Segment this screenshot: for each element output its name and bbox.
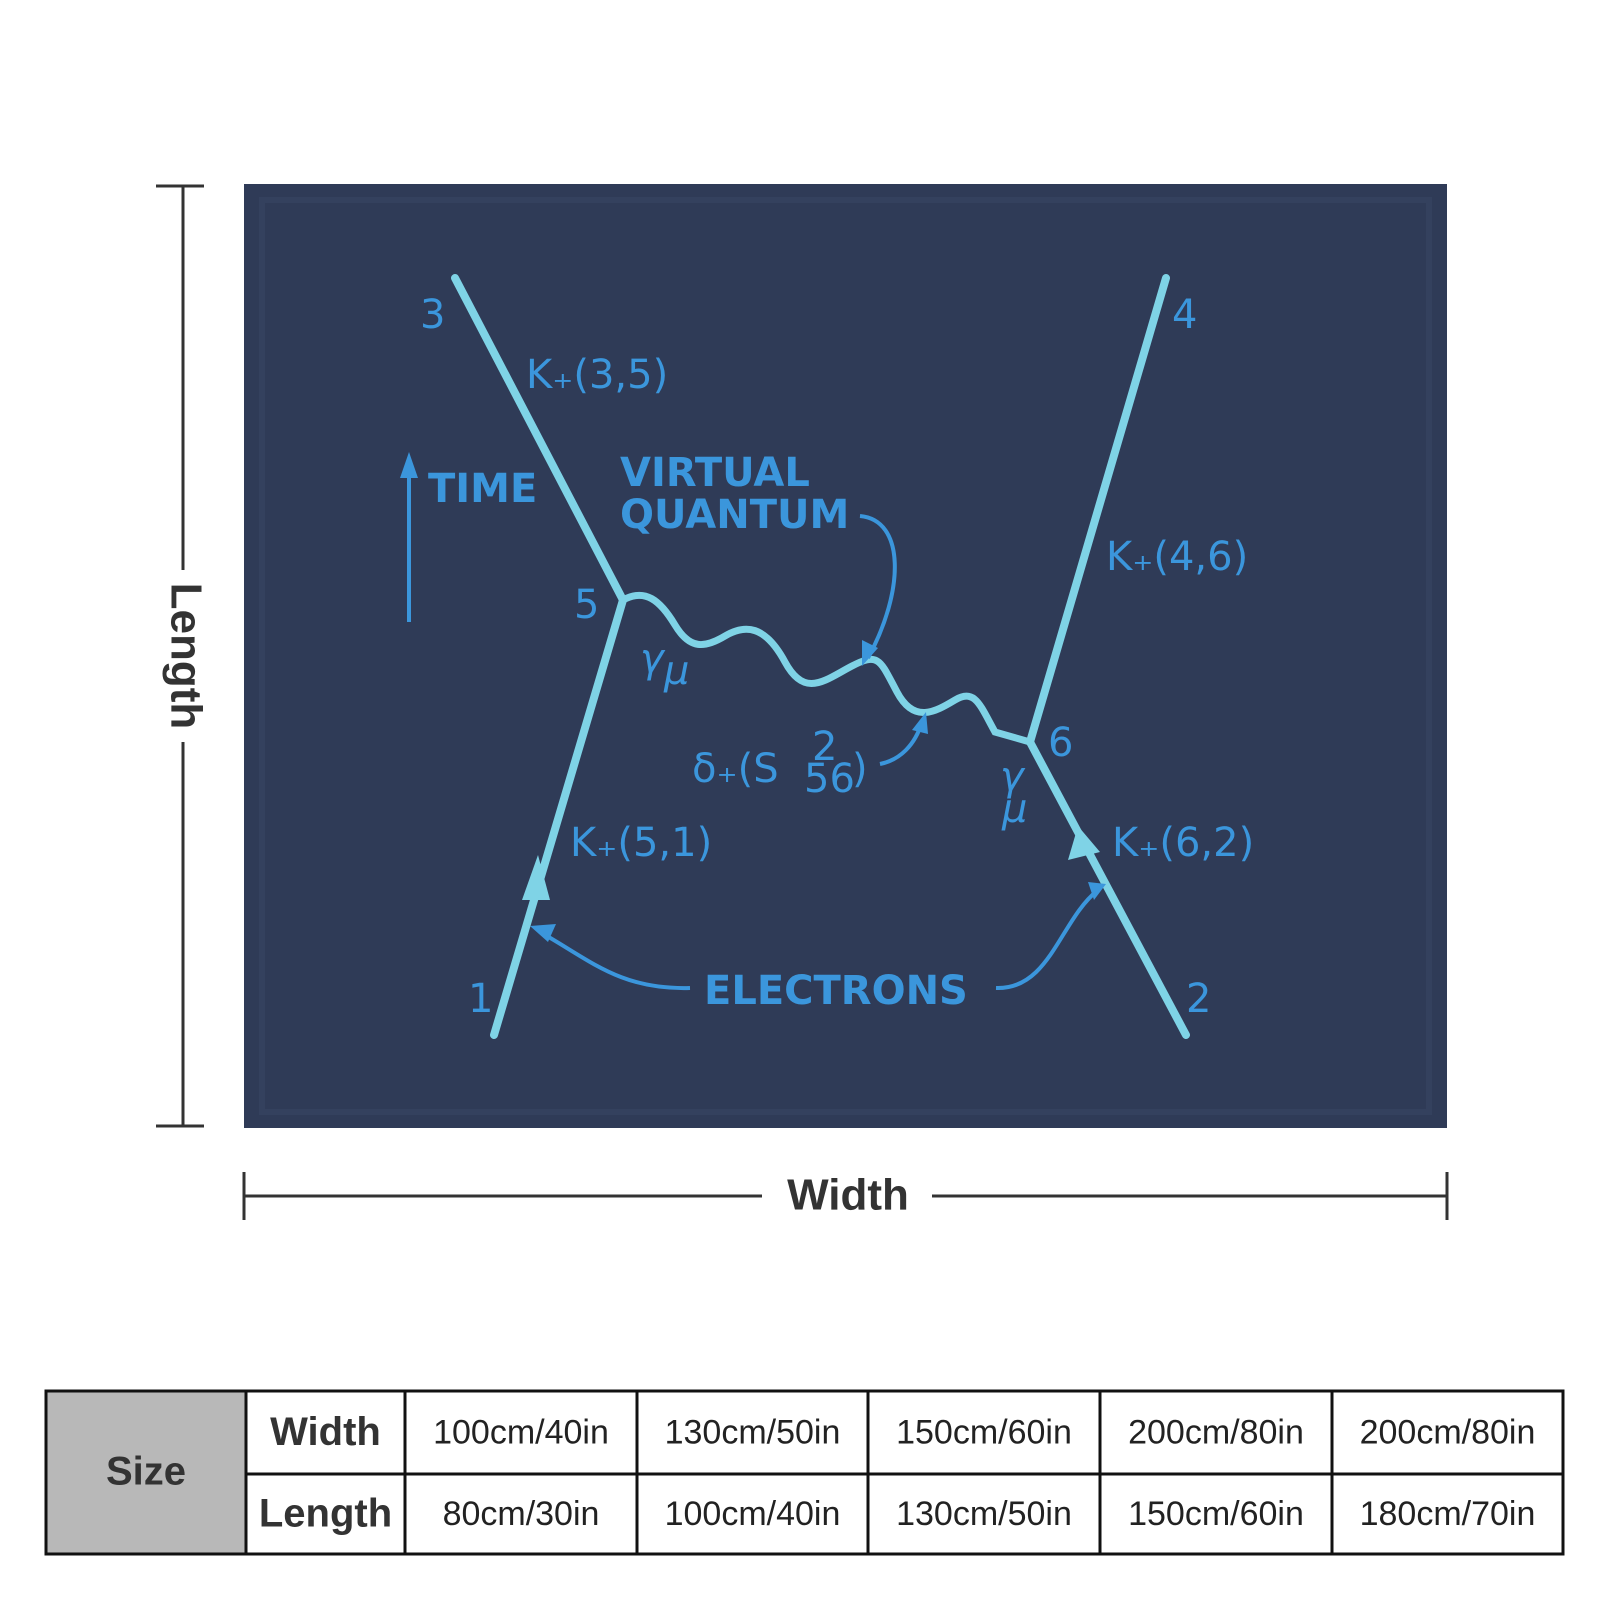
size-header-cell bbox=[46, 1391, 246, 1554]
quantum-label: QUANTUM bbox=[620, 492, 849, 538]
callout-heads bbox=[400, 452, 1106, 942]
size-cell: 150cm/60in bbox=[1128, 1495, 1304, 1533]
electrons-label: ELECTRONS bbox=[704, 968, 968, 1014]
time-label: TIME bbox=[428, 466, 537, 512]
size-cell: 180cm/70in bbox=[1360, 1495, 1536, 1533]
size-cell: 150cm/60in bbox=[896, 1413, 1072, 1451]
point-label: 2 bbox=[1186, 976, 1211, 1022]
propagator-label: K₊(6,2) bbox=[1112, 820, 1254, 866]
gamma-index: μ bbox=[1001, 786, 1027, 832]
size-header: Size bbox=[106, 1450, 186, 1494]
size-cell: 200cm/80in bbox=[1360, 1413, 1536, 1451]
virtual-label: VIRTUAL bbox=[620, 450, 810, 496]
size-cell: 100cm/40in bbox=[665, 1495, 841, 1533]
callouts bbox=[407, 468, 1100, 991]
row-header: Width bbox=[270, 1410, 381, 1454]
gamma-symbol: γ bbox=[1000, 754, 1026, 800]
propagator-label: K₊(3,5) bbox=[526, 352, 668, 398]
size-cell: 200cm/80in bbox=[1128, 1413, 1304, 1451]
table-cells: Width 100cm/40in 130cm/50in 150cm/60in 200cm… bbox=[259, 1410, 1536, 1536]
length-label: Length bbox=[161, 583, 210, 730]
gamma-symbol: γ bbox=[640, 636, 666, 682]
point-label: 6 bbox=[1048, 720, 1073, 766]
size-cell: 80cm/30in bbox=[443, 1495, 600, 1533]
width-label: Width bbox=[787, 1171, 909, 1220]
propagator-label: K₊(5,1) bbox=[570, 820, 712, 866]
delta-close: ) bbox=[852, 746, 868, 792]
line-arrows bbox=[522, 826, 1100, 900]
gamma-index: μ bbox=[663, 648, 689, 694]
fermion-lines bbox=[451, 274, 1190, 1039]
size-cell: 130cm/50in bbox=[665, 1413, 841, 1451]
blanket bbox=[244, 184, 1447, 1128]
delta-label: δ₊(S bbox=[692, 746, 779, 792]
point-label: 1 bbox=[468, 976, 493, 1022]
row-header: Length bbox=[259, 1492, 392, 1536]
blanket-border bbox=[259, 197, 1432, 1115]
delta-sub: 56 bbox=[804, 756, 855, 802]
dimension-lines bbox=[156, 184, 1449, 1220]
table-grid bbox=[44, 1389, 1565, 1556]
propagator-label: K₊(4,6) bbox=[1106, 534, 1248, 580]
point-label: 3 bbox=[420, 292, 445, 338]
point-label: 4 bbox=[1172, 292, 1197, 338]
size-cell: 100cm/40in bbox=[433, 1413, 609, 1451]
point-label: 5 bbox=[574, 582, 599, 628]
size-cell: 130cm/50in bbox=[896, 1495, 1072, 1533]
delta-sup: 2 bbox=[812, 724, 837, 770]
